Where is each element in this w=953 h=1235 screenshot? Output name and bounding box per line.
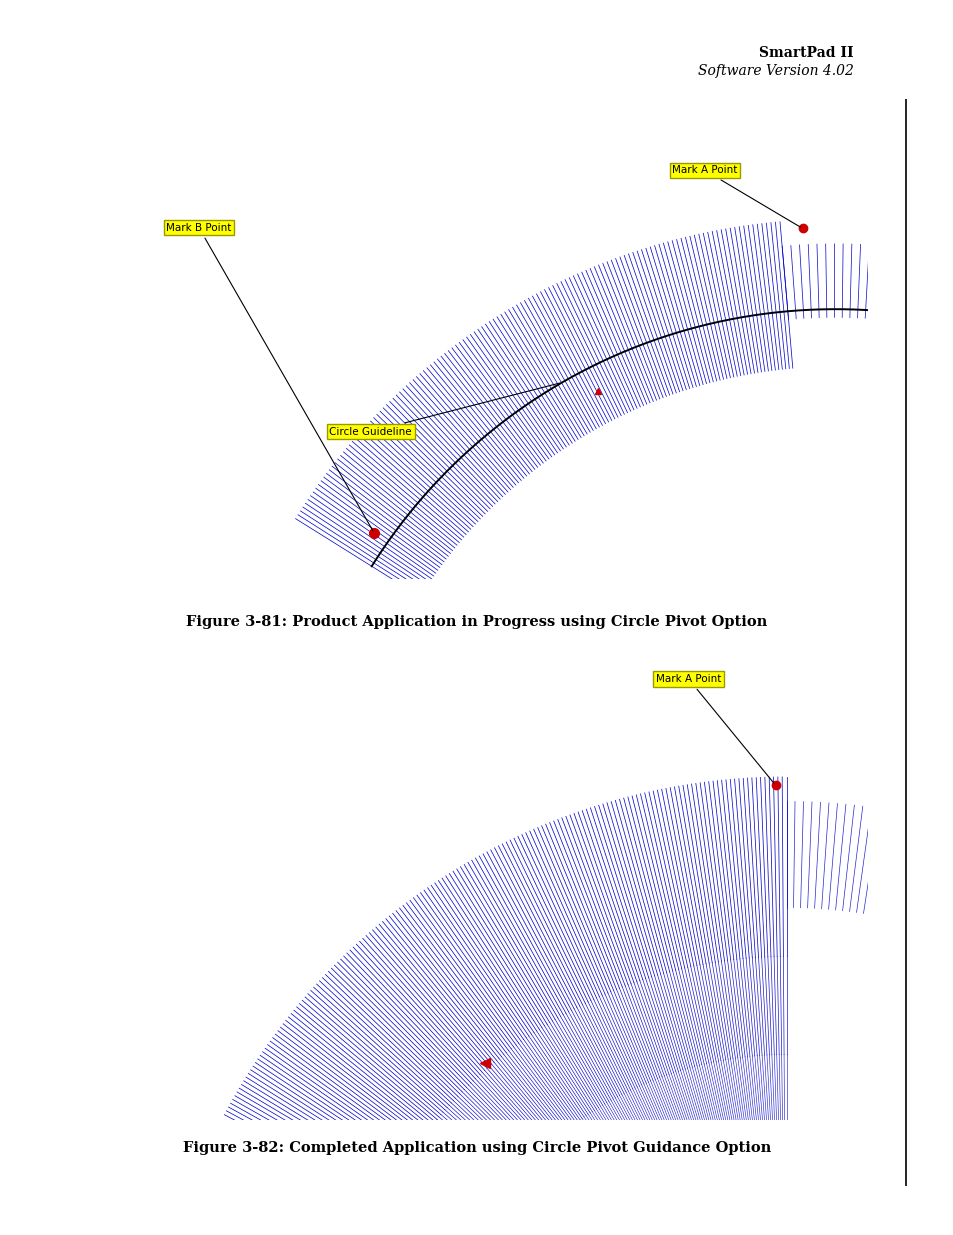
Text: Mark B Point: Mark B Point — [166, 222, 373, 531]
Text: Mark A Point: Mark A Point — [672, 165, 800, 227]
Text: Mark A Point: Mark A Point — [656, 674, 773, 783]
Text: Software Version 4.02: Software Version 4.02 — [698, 64, 853, 78]
Text: Figure 3-81: Product Application in Progress using Circle Pivot Option: Figure 3-81: Product Application in Prog… — [186, 615, 767, 629]
Text: Figure 3-82: Completed Application using Circle Pivot Guidance Option: Figure 3-82: Completed Application using… — [183, 1141, 770, 1155]
Text: Circle Guideline: Circle Guideline — [329, 383, 558, 437]
Text: SmartPad II: SmartPad II — [759, 46, 853, 59]
